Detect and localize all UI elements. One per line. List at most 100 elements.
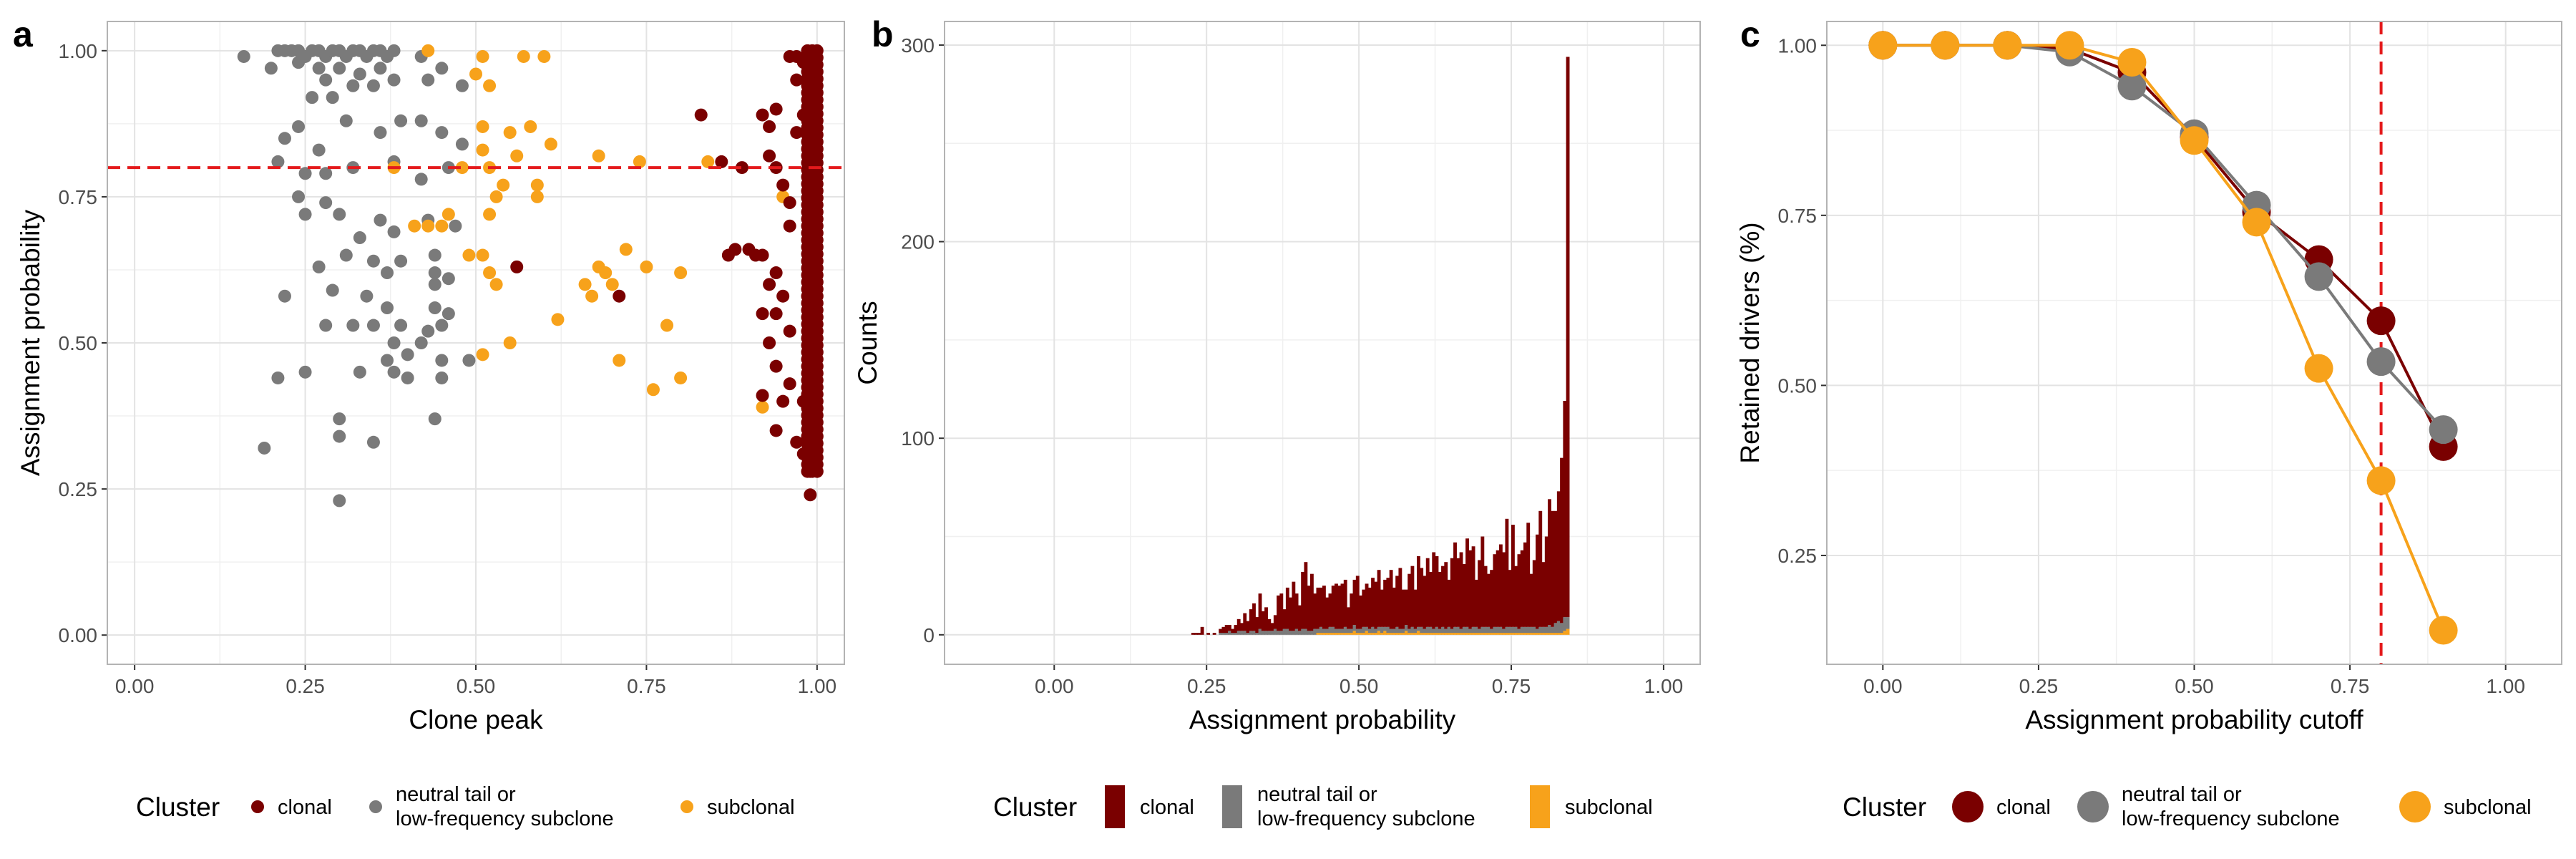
bar-clonal [1496,550,1500,627]
bar-neutral [1553,623,1558,634]
bar-neutral [1468,629,1473,634]
point-clonal [2366,306,2396,336]
bar-clonal [1478,560,1482,629]
bar-clonal [1517,554,1521,629]
bar-clonal [1365,583,1369,627]
tick-label-x: 1.00 [1644,675,1684,697]
bar-clonal [1194,633,1199,635]
bar-subclonal [1444,633,1448,635]
bar-clonal [1359,595,1362,629]
point-subclonal [633,155,646,168]
legend-item-subclonal: subclonal [1530,785,1653,828]
series-neutral [1868,31,2458,445]
series-subclonal [1868,31,2458,645]
tick-label-y: 0 [923,624,935,646]
bar-clonal [1224,625,1229,634]
point-clonal [715,155,728,168]
point-subclonal [2366,466,2396,495]
bar-neutral [1340,629,1345,634]
point-neutral [353,365,366,379]
bar-neutral [1453,626,1457,634]
bar-neutral [1490,629,1494,634]
legend-label-neutral: low-frequency subclone [396,807,614,830]
point-subclonal [578,278,592,291]
legend-label-neutral: neutral tail or [1257,783,1377,806]
point-clonal [769,424,783,437]
bar-subclonal [1471,633,1475,635]
point-subclonal [619,243,633,256]
point-neutral [428,412,441,426]
point-neutral [237,49,250,63]
bar-clonal [1566,57,1570,618]
bar-neutral [1392,629,1396,634]
bar-subclonal [1347,633,1350,635]
point-neutral [264,62,278,75]
point-subclonal [585,289,599,303]
point-clonal [756,307,769,321]
bar-neutral [1309,631,1314,635]
bar-neutral [1395,626,1400,634]
bar-subclonal [1556,633,1561,635]
bar-subclonal [1563,631,1567,635]
point-neutral [381,301,394,315]
bar-clonal [1538,510,1543,627]
bar-clonal [1413,589,1418,629]
point-subclonal [476,49,489,63]
legend-key-clonal [251,800,264,813]
bar-clonal [1335,583,1338,629]
bar-clonal [1316,587,1320,629]
bar-clonal [1380,589,1384,627]
bar-clonal [1425,558,1430,627]
line-clonal [1883,44,2445,447]
legend-item-clonal: clonal [1105,785,1194,828]
bar-clonal [1282,609,1287,629]
bar-subclonal [1435,633,1439,635]
bar-subclonal [1386,633,1390,635]
bar-clonal [1471,546,1475,627]
point-clonal [613,289,626,303]
point-neutral [271,155,285,168]
bar-subclonal [1352,631,1357,635]
bar-clonal [1343,579,1347,627]
point-neutral [312,62,326,75]
point-neutral [2429,415,2458,445]
point-neutral [353,231,366,245]
bar-clonal [1553,510,1558,623]
point-clonal [790,126,804,140]
bar-neutral [1386,626,1390,634]
point-clonal [769,359,783,373]
point-neutral [394,319,408,332]
bar-clonal [1367,587,1372,629]
bar-subclonal [1462,633,1466,635]
tick-label-x: 0.00 [1863,675,1903,697]
bar-subclonal [1459,633,1463,635]
point-subclonal [1993,31,2022,60]
bar-neutral [1413,629,1418,634]
y-axis-title: Retained drivers (%) [1735,222,1765,463]
point-subclonal [462,248,476,262]
bar-clonal [1544,536,1548,627]
point-subclonal [476,143,489,157]
point-neutral [435,354,449,367]
legend-label-neutral: neutral tail or [396,783,516,806]
point-subclonal [503,336,517,349]
point-clonal [756,108,769,122]
point-clonal [756,389,769,402]
bar-clonal [1459,552,1463,629]
bar-clonal [1313,593,1317,629]
bar-neutral [1374,629,1378,634]
bar-subclonal [1548,633,1551,635]
legend-item-clonal: clonal [251,796,332,819]
point-neutral [2366,347,2396,377]
bar-clonal [1560,457,1563,623]
bar-neutral [1536,629,1539,634]
bar-clonal [1347,607,1350,629]
point-subclonal [476,348,489,361]
point-clonal [776,178,790,192]
bar-clonal [1243,613,1247,631]
bar-subclonal [1383,631,1387,635]
point-neutral [298,167,312,180]
point-neutral [374,213,387,227]
bar-neutral [1255,633,1259,635]
point-neutral [339,248,353,262]
